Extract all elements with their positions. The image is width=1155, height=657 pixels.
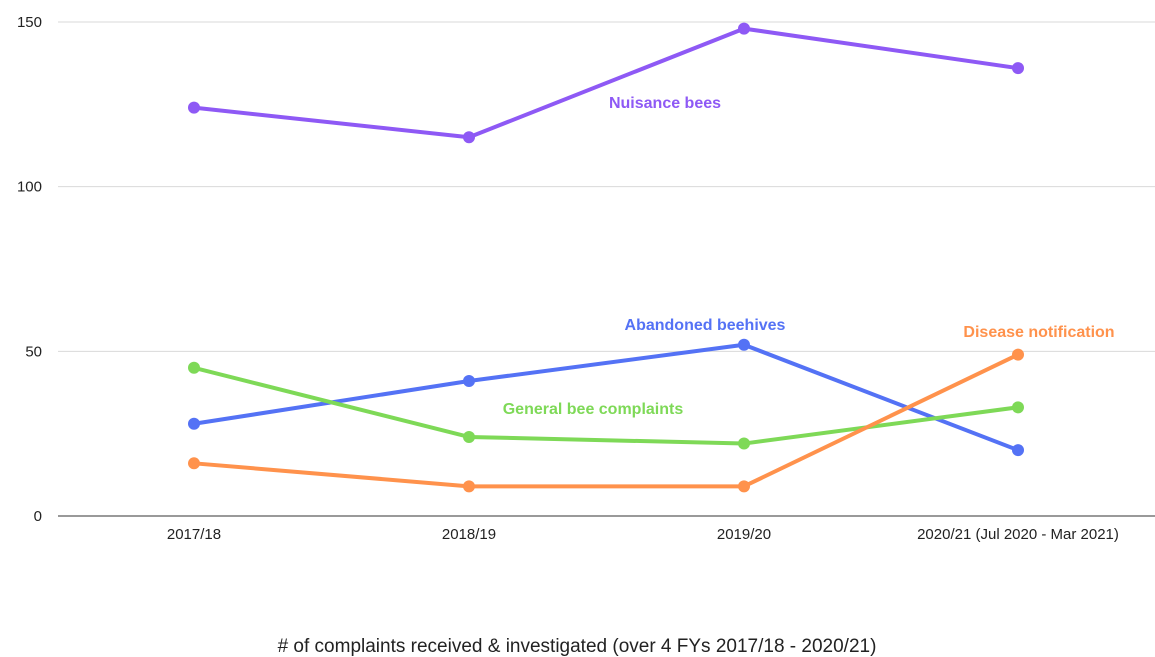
x-axis-ticks: 2017/18 2018/19 2019/20 2020/21 (Jul 2020 -…: [167, 526, 1119, 543]
data-point: [463, 480, 475, 493]
series-disease-notification: [188, 348, 1024, 493]
data-point: [188, 101, 200, 114]
data-point: [463, 430, 475, 443]
data-point: [463, 131, 475, 144]
series-line: [192, 365, 1020, 446]
series-general-bee-complaints: [188, 361, 1024, 450]
series-nuisance-bees: [188, 22, 1024, 144]
series-lines: [188, 22, 1024, 493]
x-axis-title: # of complaints received & investigated …: [278, 636, 877, 657]
data-point: [738, 437, 750, 450]
data-point: [738, 338, 750, 351]
series-label: Nuisance bees: [609, 95, 721, 112]
x-tick-label: 2019/20: [717, 526, 771, 543]
data-point: [463, 374, 475, 387]
y-tick-label: 0: [34, 508, 42, 525]
gridlines: [58, 21, 1155, 517]
y-tick-label: 50: [25, 343, 42, 360]
data-point: [1012, 444, 1024, 457]
series-labels: Nuisance bees Abandoned beehives General b…: [503, 95, 1115, 418]
data-point: [738, 22, 750, 35]
x-tick-label: 2020/21 (Jul 2020 - Mar 2021): [917, 526, 1119, 543]
series-label: General bee complaints: [503, 401, 684, 418]
data-point: [188, 457, 200, 470]
series-line: [192, 26, 1020, 140]
data-point: [1012, 348, 1024, 361]
data-point: [1012, 62, 1024, 75]
series-label: Disease notification: [963, 324, 1114, 341]
data-point: [188, 361, 200, 374]
y-axis-ticks: 0 50 100 150: [17, 14, 42, 525]
data-point: [188, 417, 200, 430]
data-point: [1012, 401, 1024, 414]
y-tick-label: 100: [17, 179, 42, 196]
y-tick-label: 150: [17, 14, 42, 31]
series-label: Abandoned beehives: [625, 317, 786, 334]
x-tick-label: 2018/19: [442, 526, 496, 543]
series-line: [192, 352, 1020, 489]
x-tick-label: 2017/18: [167, 526, 221, 543]
data-point: [738, 480, 750, 493]
